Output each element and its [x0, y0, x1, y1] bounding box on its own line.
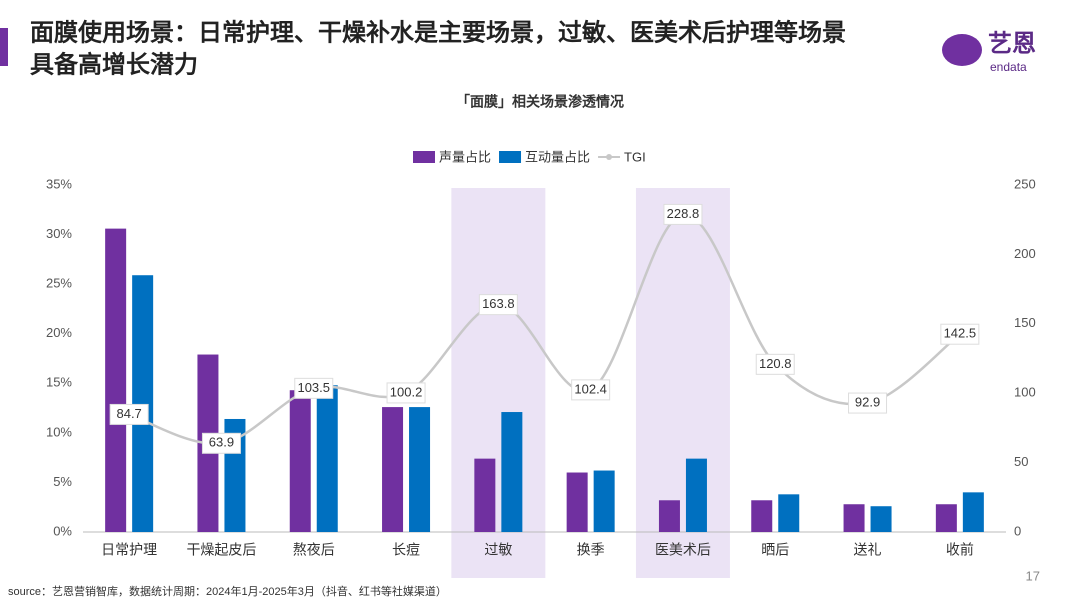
bar [474, 458, 496, 532]
data-label: 63.9 [209, 435, 234, 450]
x-tick-label: 医美术后 [655, 542, 711, 558]
bar [316, 385, 338, 532]
bar [870, 506, 892, 532]
y-tick-label: 10% [46, 424, 72, 439]
y2-tick-label: 0 [1014, 523, 1021, 538]
y-tick-label: 35% [46, 176, 72, 191]
y2-tick-label: 250 [1014, 176, 1036, 191]
data-label-box [386, 382, 426, 404]
y-tick-label: 30% [46, 226, 72, 241]
data-label-box [848, 392, 888, 414]
logo-icon [942, 34, 982, 66]
x-tick-label: 日常护理 [101, 542, 157, 558]
data-label-box [571, 379, 611, 401]
x-tick-label: 过敏 [484, 542, 512, 558]
legend-swatch [413, 151, 435, 163]
y-tick-label: 0% [53, 523, 72, 538]
bar [658, 500, 680, 532]
data-label: 92.9 [855, 394, 880, 409]
bar [501, 412, 523, 532]
data-label-box [663, 203, 703, 225]
y2-tick-label: 200 [1014, 246, 1036, 261]
bar [105, 228, 127, 532]
data-label: 120.8 [759, 356, 792, 371]
x-tick-label: 收前 [946, 542, 974, 558]
legend-swatch [499, 151, 522, 163]
bar [962, 492, 984, 532]
x-tick-label: 送礼 [854, 542, 882, 558]
bar [132, 275, 154, 532]
data-label: 84.7 [116, 406, 141, 421]
x-tick-label: 熬夜后 [293, 542, 335, 558]
legend-label: 声量占比 [439, 149, 491, 164]
bar [409, 407, 431, 532]
y-tick-label: 20% [46, 325, 72, 340]
highlight-band [451, 188, 546, 578]
y-tick-label: 15% [46, 375, 72, 390]
accent-bar [0, 28, 8, 66]
y-tick-label: 5% [53, 474, 72, 489]
bar [685, 458, 707, 532]
data-label-box [940, 323, 980, 345]
data-label: 228.8 [667, 206, 700, 221]
x-tick-label: 长痘 [392, 542, 420, 558]
logo-sub: endata [990, 60, 1027, 74]
header-title: 具备高增长潜力 [30, 50, 198, 78]
page-number: 17 [1026, 568, 1040, 583]
legend-swatch [606, 154, 613, 160]
y2-tick-label: 150 [1014, 315, 1036, 330]
data-label-box [478, 294, 518, 316]
chart-title: 「面膜」相关场景渗透情况 [456, 94, 624, 110]
data-label-box [294, 377, 334, 399]
legend-label: TGI [624, 149, 646, 164]
highlight-band [635, 188, 730, 578]
data-label-box [109, 403, 149, 425]
header-title: 面膜使用场景：日常护理、干燥补水是主要场景，过敏、医美术后护理等场景 [30, 18, 846, 46]
bar [843, 504, 865, 532]
data-label: 103.5 [297, 380, 330, 395]
data-label: 142.5 [944, 326, 977, 341]
data-label: 163.8 [482, 296, 515, 311]
x-tick-label: 干燥起皮后 [186, 542, 256, 558]
bar [566, 472, 588, 532]
x-tick-label: 换季 [577, 542, 605, 558]
legend-label: 互动量占比 [525, 149, 590, 164]
bar [382, 407, 404, 532]
source: source：艺恩营销智库，数据统计周期：2024年1月-2025年3月（抖音、… [8, 584, 447, 598]
bar [751, 500, 773, 532]
tgi-line [128, 213, 961, 445]
y-tick-label: 25% [46, 276, 72, 291]
bar [593, 470, 615, 532]
bar [289, 390, 311, 532]
bar [778, 494, 800, 532]
y2-tick-label: 100 [1014, 385, 1036, 400]
logo-text: 艺恩 [988, 30, 1036, 57]
data-label-box [755, 353, 795, 375]
bar [935, 504, 957, 532]
data-label-box [201, 432, 241, 454]
x-tick-label: 晒后 [761, 542, 789, 558]
y2-tick-label: 50 [1014, 454, 1028, 469]
data-label: 100.2 [390, 384, 423, 399]
data-label: 102.4 [574, 381, 607, 396]
